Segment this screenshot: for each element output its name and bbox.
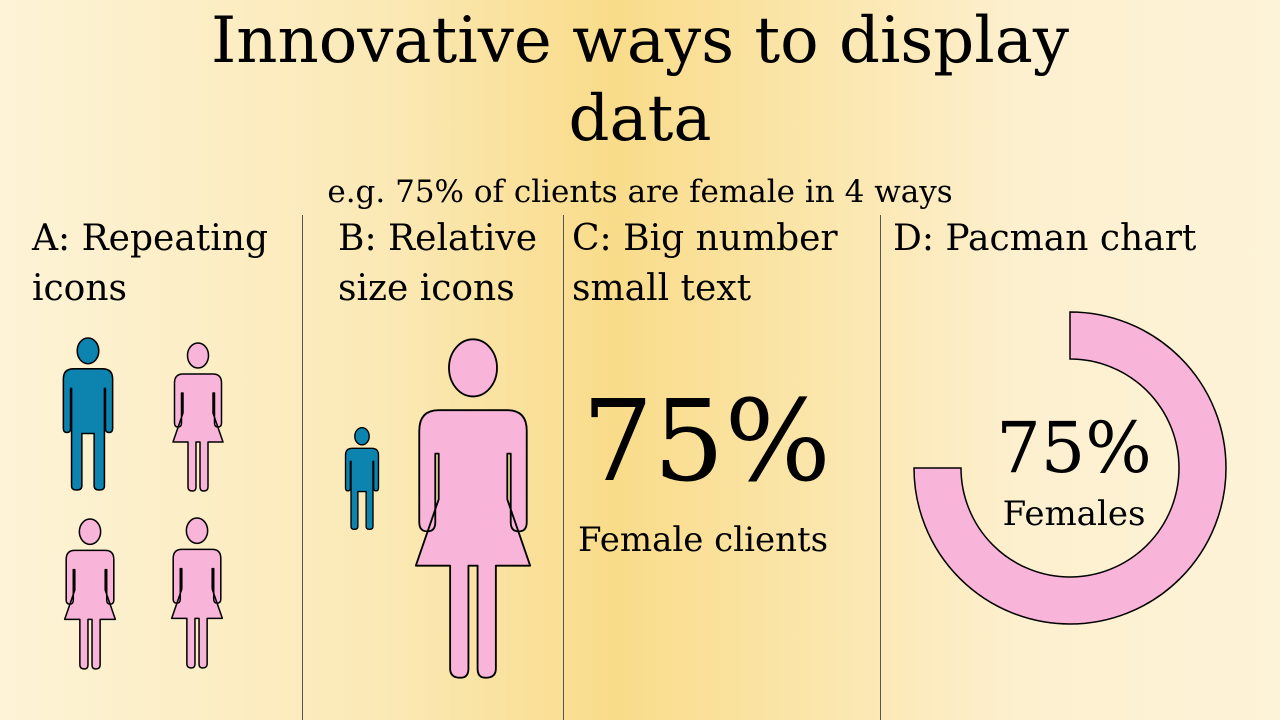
page-subtitle: e.g. 75% of clients are female in 4 ways bbox=[327, 174, 953, 210]
divider-ab bbox=[302, 215, 303, 720]
big-number-caption: Female clients bbox=[578, 520, 829, 560]
section-c-title: C: Big number small text bbox=[572, 214, 838, 314]
section-b-title-line1: B: Relative bbox=[338, 218, 538, 259]
male-icon bbox=[344, 427, 380, 530]
section-d-title-line1: D: Pacman chart bbox=[893, 218, 1197, 259]
page-title: Innovative ways to display data bbox=[210, 4, 1070, 156]
female-icon bbox=[414, 338, 532, 679]
pacman-chart bbox=[913, 311, 1227, 625]
donut-caption: Females bbox=[1002, 494, 1146, 534]
donut-number: 75% bbox=[996, 407, 1152, 489]
section-d-title: D: Pacman chart bbox=[893, 214, 1196, 264]
male-icon bbox=[62, 337, 114, 491]
section-a-title: A: Repeating icons bbox=[32, 214, 268, 314]
section-a-title-line2: icons bbox=[32, 268, 128, 309]
divider-cd bbox=[880, 215, 881, 720]
female-icon bbox=[63, 518, 117, 670]
section-b-title-line2: size icons bbox=[338, 268, 515, 309]
donut-slice-females bbox=[913, 311, 1227, 625]
section-c-title-line2: small text bbox=[572, 268, 752, 309]
big-number: 75% bbox=[582, 377, 831, 507]
section-a-title-line1: A: Repeating bbox=[32, 218, 269, 259]
section-b-title: B: Relative size icons bbox=[338, 214, 537, 314]
female-icon bbox=[172, 342, 224, 492]
female-icon bbox=[170, 517, 224, 669]
divider-bc bbox=[563, 215, 564, 720]
section-c-title-line1: C: Big number bbox=[572, 218, 838, 259]
